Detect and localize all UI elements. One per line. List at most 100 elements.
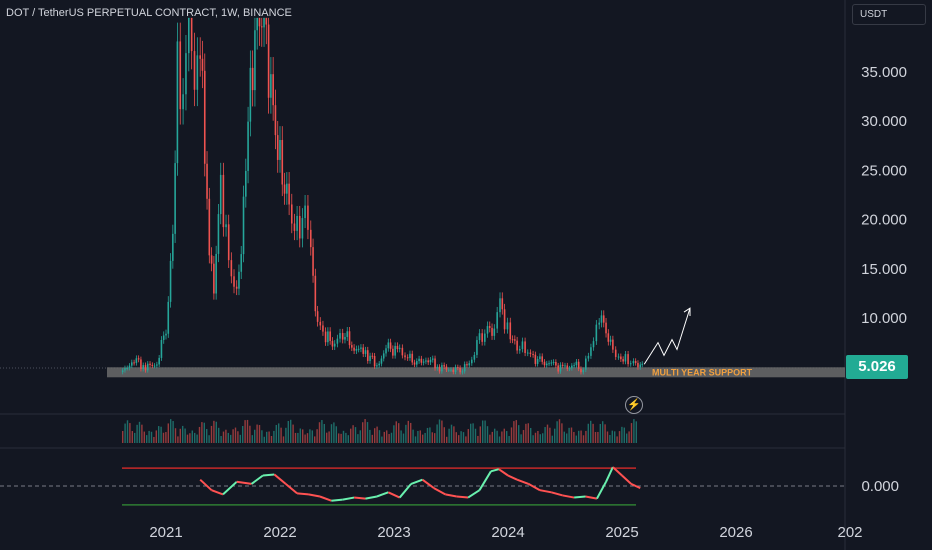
- candle-body: [151, 364, 154, 366]
- osc-segment: [621, 474, 632, 485]
- y-tick-label: 25.000: [861, 162, 907, 179]
- volume-bar: [570, 427, 573, 443]
- volume-bar: [143, 431, 145, 443]
- volume-bar: [472, 423, 474, 443]
- volume-bar: [623, 427, 625, 443]
- volume-bar: [326, 432, 328, 443]
- candle-body: [425, 360, 427, 362]
- candle-body: [418, 358, 420, 362]
- volume-bar: [424, 432, 426, 443]
- volume-bar: [239, 434, 241, 443]
- volume-bar: [290, 419, 292, 443]
- volume-bar: [482, 420, 484, 443]
- candle-body: [582, 369, 585, 373]
- volume-bar: [455, 432, 457, 443]
- candle-body: [445, 366, 448, 370]
- volume-bar: [225, 429, 227, 443]
- candle-body: [501, 298, 504, 310]
- volume-bar: [508, 436, 510, 443]
- volume-bar: [609, 434, 611, 443]
- volume-bar: [441, 420, 443, 443]
- candle-body: [312, 247, 314, 276]
- candle-body: [272, 74, 274, 106]
- volume-bar: [383, 431, 385, 443]
- candle-body: [488, 326, 491, 328]
- lightning-icon[interactable]: ⚡: [625, 396, 643, 414]
- candle-body: [420, 358, 423, 363]
- candle-body: [227, 224, 230, 261]
- candle-body: [199, 55, 201, 59]
- volume-bar: [124, 423, 126, 443]
- volume-bar: [525, 423, 527, 443]
- candle-body: [281, 139, 284, 185]
- volume-bar: [532, 435, 534, 443]
- candle-body: [362, 347, 365, 354]
- volume-bar: [323, 423, 325, 443]
- volume-bar: [206, 429, 208, 443]
- candle-body: [637, 362, 639, 368]
- candle-body: [373, 356, 376, 367]
- osc-segment: [478, 470, 492, 491]
- volume-bar: [587, 423, 589, 443]
- candle-body: [550, 362, 553, 364]
- candle-body: [233, 276, 235, 287]
- candle-body: [188, 17, 190, 54]
- volume-bar: [515, 420, 517, 443]
- volume-bar: [302, 429, 304, 443]
- volume-bar: [479, 426, 481, 443]
- candle-body: [201, 58, 204, 71]
- candle-body: [617, 356, 620, 358]
- volume-bar: [263, 436, 265, 443]
- candle-body: [286, 183, 288, 194]
- volume-bar: [256, 424, 258, 443]
- volume-bar: [626, 433, 628, 443]
- candle-body: [322, 325, 324, 332]
- candle-body: [341, 333, 344, 340]
- volume-bar: [309, 429, 311, 443]
- candle-body: [585, 358, 587, 370]
- volume-bar: [633, 419, 635, 443]
- candle-body: [301, 218, 304, 239]
- candle-body: [360, 347, 362, 349]
- candle-body: [327, 331, 329, 343]
- candle-body: [590, 347, 592, 356]
- candle-body: [149, 363, 151, 365]
- volume-bar: [573, 431, 575, 443]
- osc-zero-label: 0.000: [861, 478, 899, 495]
- candle-body: [290, 204, 293, 224]
- volume-bar: [417, 430, 419, 443]
- osc-segment: [273, 473, 287, 485]
- volume-bar: [299, 428, 301, 443]
- volume-bar: [213, 420, 215, 443]
- volume-bar: [153, 436, 155, 443]
- currency-selector[interactable]: USDT: [852, 4, 926, 25]
- candle-body: [514, 339, 516, 341]
- volume-bar: [191, 430, 193, 443]
- x-tick-label: 2023: [377, 524, 410, 541]
- candle-body: [503, 309, 506, 330]
- candle-body: [140, 359, 142, 370]
- candle-body: [431, 358, 434, 360]
- osc-segment: [630, 482, 641, 490]
- osc-segment: [365, 495, 378, 500]
- osc-segment: [236, 480, 252, 485]
- candle-body: [632, 361, 635, 364]
- volume-bar: [422, 434, 424, 443]
- candle-body: [484, 333, 486, 342]
- support-zone-band: [107, 367, 845, 378]
- volume-bar: [273, 430, 275, 443]
- volume-bar: [174, 428, 177, 443]
- volume-bar: [184, 428, 186, 443]
- candle-body: [219, 174, 222, 215]
- volume-bar: [160, 426, 162, 443]
- candle-body: [182, 94, 184, 110]
- volume-bar: [311, 430, 313, 443]
- volume-bar: [350, 428, 352, 443]
- volume-bar: [359, 430, 361, 443]
- candle-body: [387, 342, 390, 349]
- candle-body: [609, 339, 612, 342]
- candle-body: [331, 340, 334, 347]
- candle-body: [256, 17, 258, 31]
- candle-body: [274, 105, 277, 136]
- candle-body: [283, 184, 286, 194]
